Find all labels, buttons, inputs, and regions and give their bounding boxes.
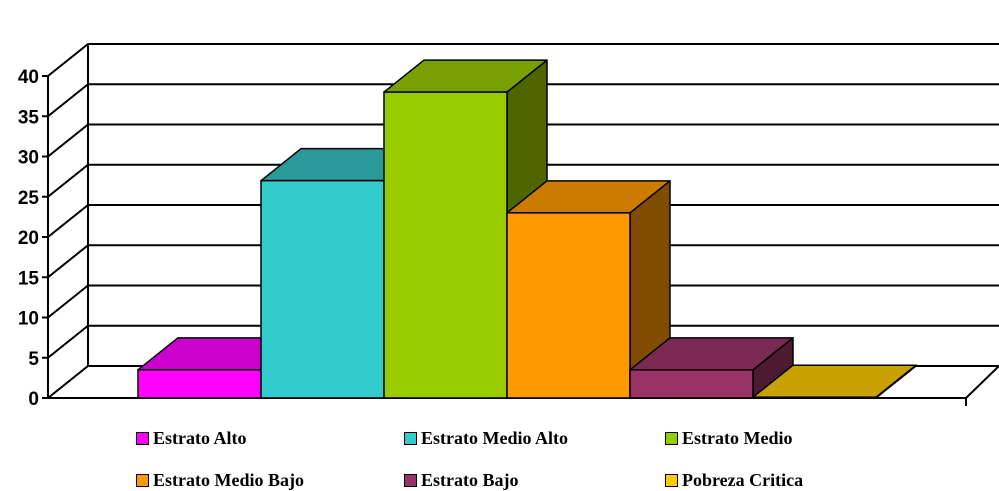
y-tick-label: 35 [18,107,40,128]
y-tick-label: 30 [18,148,39,169]
y-tick-label: 5 [28,349,39,370]
floor-right-edge [965,365,999,399]
bar [629,337,794,399]
bar-front [506,212,631,399]
y-tick-label: 40 [18,67,39,88]
bar [506,180,671,399]
bar-front [137,369,262,399]
y-tick-label: 0 [28,389,39,410]
chart-bars [137,59,917,399]
bar-front [383,91,508,399]
y-tick-label: 10 [18,309,39,330]
bar-front [752,396,877,399]
bar-front [260,179,385,399]
bar [752,364,917,399]
y-tick-label: 15 [18,268,40,289]
y-axis-ticks: 0 5 10 15 20 25 30 35 40 [18,67,40,410]
y-tick-label: 20 [18,228,39,249]
bar-front [629,369,754,399]
y-tick-label: 25 [18,188,40,209]
